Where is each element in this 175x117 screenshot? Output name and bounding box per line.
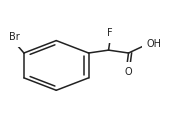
Text: F: F [107, 28, 113, 38]
Text: O: O [125, 67, 132, 77]
Text: Br: Br [9, 32, 20, 42]
Text: OH: OH [147, 39, 162, 49]
